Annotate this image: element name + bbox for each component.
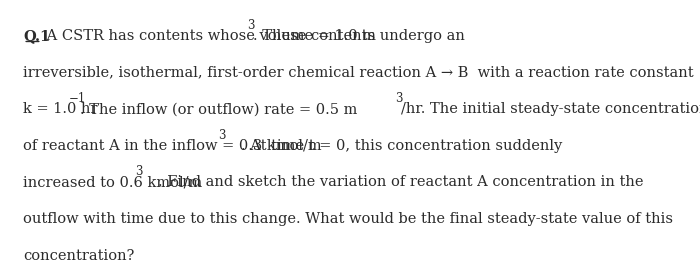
Text: increased to 0.6 kmol/m: increased to 0.6 kmol/m — [23, 176, 202, 189]
Text: concentration?: concentration? — [23, 249, 134, 262]
Text: 3: 3 — [246, 19, 254, 31]
Text: k = 1.0 hr: k = 1.0 hr — [23, 102, 98, 116]
Text: outflow with time due to this change. What would be the final steady-state value: outflow with time due to this change. Wh… — [23, 212, 673, 226]
Text: irreversible, isothermal, first-order chemical reaction A → B  with a reaction r: irreversible, isothermal, first-order ch… — [23, 66, 694, 80]
Text: . Find and sketch the variation of reactant A concentration in the: . Find and sketch the variation of react… — [158, 176, 643, 189]
Text: −1: −1 — [69, 92, 86, 105]
Text: . At time t = 0, this concentration suddenly: . At time t = 0, this concentration sudd… — [241, 139, 562, 153]
Text: /hr. The initial steady-state concentration: /hr. The initial steady-state concentrat… — [401, 102, 700, 116]
Text: 3: 3 — [218, 129, 226, 141]
Text: 3: 3 — [395, 92, 402, 105]
Text: . The inflow (or outflow) rate = 0.5 m: . The inflow (or outflow) rate = 0.5 m — [80, 102, 357, 116]
Text: 3: 3 — [136, 165, 143, 178]
Text: . These contents undergo an: . These contents undergo an — [253, 29, 466, 43]
Text: Q.1: Q.1 — [23, 29, 50, 43]
Text: of reactant A in the inflow = 0.3 kmol/m: of reactant A in the inflow = 0.3 kmol/m — [23, 139, 322, 153]
Text: A CSTR has contents whose volume = 1.0 m: A CSTR has contents whose volume = 1.0 m — [42, 29, 376, 43]
